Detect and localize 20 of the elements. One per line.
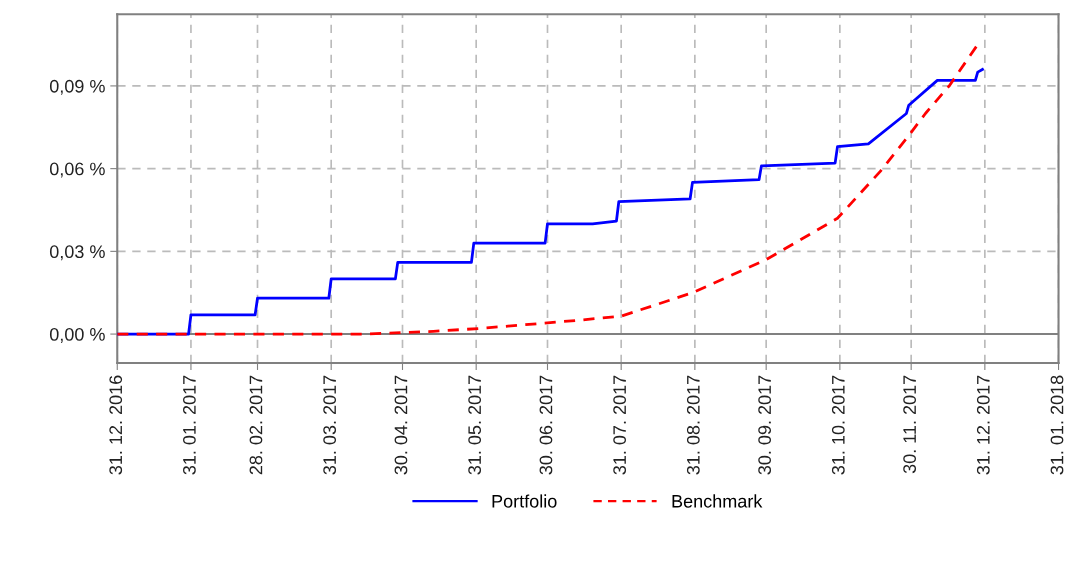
x-tick-label: 31. 08. 2017 [686,375,700,475]
y-tick-label: 0,06 % [49,162,105,178]
x-tick-label: 31. 01. 2017 [183,375,196,475]
x-tick-label: 28. 02. 2017 [249,375,263,475]
x-tick-label: 30. 09. 2017 [758,375,772,475]
x-tick-label: 31. 03. 2017 [323,375,337,475]
legend-label: Portfolio [492,494,557,508]
x-tick-label: 31. 07. 2017 [613,375,627,475]
y-tick-label: 0,09 % [49,79,105,95]
y-tick-label: 0,00 % [49,328,105,343]
x-tick-label: 31. 10. 2017 [831,375,845,475]
x-tick-label: 30. 06. 2017 [539,375,553,475]
x-tick-label: 31. 12. 2016 [109,375,123,475]
x-tick-label: 31. 01. 2018 [1050,375,1064,475]
x-tick-label: 30. 11. 2017 [903,375,917,474]
x-tick-label: 31. 12. 2017 [976,375,990,475]
y-tick-label: 0,03 % [49,245,105,261]
x-tick-label: 30. 04. 2017 [394,375,408,475]
legend-label: Benchmark [672,494,763,508]
x-tick-label: 31. 05. 2017 [468,375,482,475]
